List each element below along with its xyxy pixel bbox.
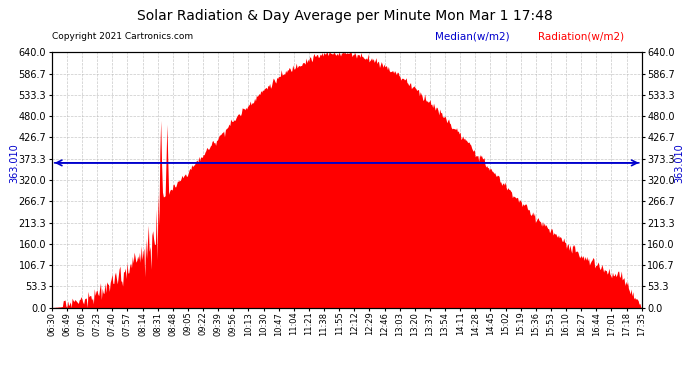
Text: Median(w/m2): Median(w/m2): [435, 32, 509, 42]
Text: Solar Radiation & Day Average per Minute Mon Mar 1 17:48: Solar Radiation & Day Average per Minute…: [137, 9, 553, 23]
Text: 363.010: 363.010: [9, 143, 19, 183]
Text: Radiation(w/m2): Radiation(w/m2): [538, 32, 624, 42]
Text: Copyright 2021 Cartronics.com: Copyright 2021 Cartronics.com: [52, 32, 193, 41]
Text: 363.010: 363.010: [674, 143, 684, 183]
